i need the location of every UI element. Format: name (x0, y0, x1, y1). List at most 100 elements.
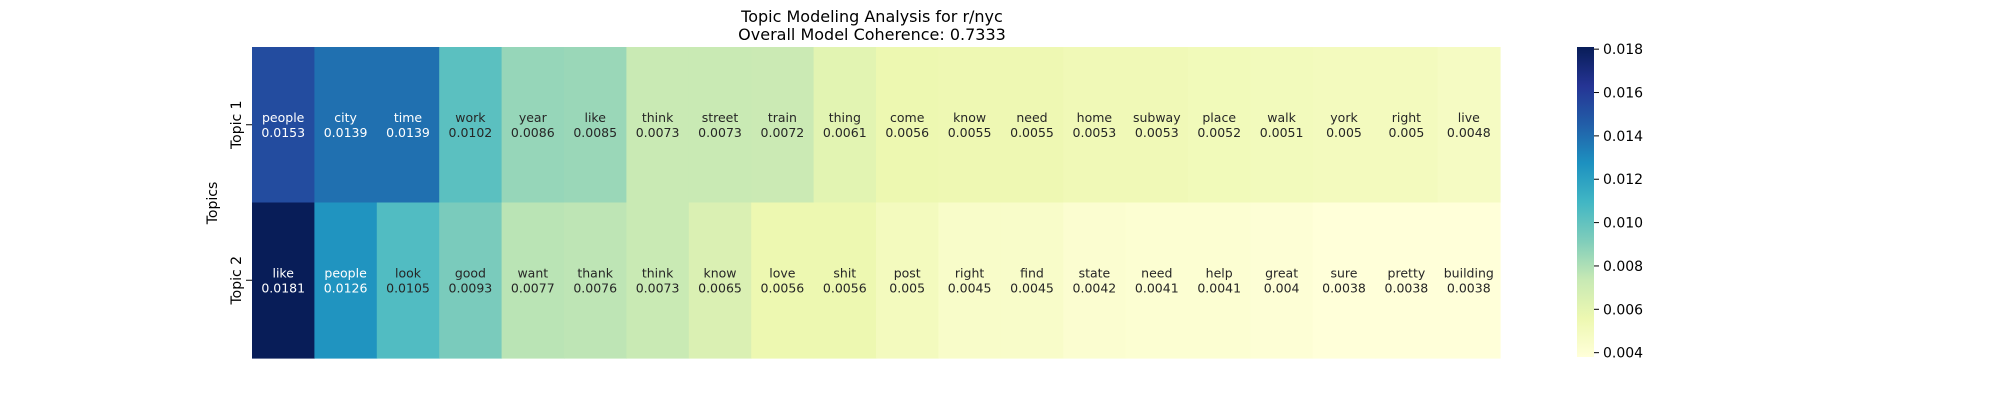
cell-value-label: 0.0077 (511, 280, 555, 295)
cell-word-label: need (1016, 110, 1047, 125)
cell-value-label: 0.0053 (1135, 125, 1179, 140)
y-axis-label: Topics (205, 182, 221, 226)
row-tick-labels: Topic 1 Topic 2 (229, 100, 252, 306)
cell-value-label: 0.0085 (573, 125, 617, 140)
cell-word-label: year (519, 110, 548, 125)
heatmap-cell (1063, 202, 1127, 359)
heatmap-cell (501, 202, 565, 359)
heatmap-cell (1437, 47, 1501, 204)
cell-value-label: 0.0139 (386, 125, 430, 140)
cell-value-label: 0.0181 (261, 280, 305, 295)
heatmap-cell (376, 47, 440, 204)
cell-word-label: find (1020, 265, 1044, 280)
heatmap-cell (252, 202, 315, 359)
cell-word-label: like (584, 110, 606, 125)
heatmap-cell (1250, 47, 1314, 204)
colorbar-tick-label: 0.008 (1603, 259, 1643, 275)
cell-word-label: place (1202, 110, 1236, 125)
cell-value-label: 0.0086 (511, 125, 555, 140)
heatmap-cell (314, 202, 378, 359)
colorbar-tick-label: 0.012 (1603, 172, 1643, 188)
heatmap-cell (688, 47, 752, 204)
cell-value-label: 0.0053 (1073, 125, 1117, 140)
colorbar-tick-label: 0.014 (1603, 129, 1643, 145)
cell-word-label: think (642, 110, 674, 125)
cell-value-label: 0.0052 (1197, 125, 1241, 140)
cell-word-label: live (1458, 110, 1480, 125)
cell-value-label: 0.0056 (761, 280, 805, 295)
colorbar-tick-label: 0.010 (1603, 216, 1643, 232)
cell-value-label: 0.0051 (1260, 125, 1304, 140)
heatmap-cell (938, 202, 1002, 359)
cell-word-label: home (1077, 110, 1113, 125)
cell-value-label: 0.0105 (386, 280, 430, 295)
cell-word-label: subway (1133, 110, 1181, 125)
heatmap-cell (876, 202, 939, 359)
cell-word-label: walk (1267, 110, 1296, 125)
heatmap-cell (501, 47, 565, 204)
cell-value-label: 0.004 (1264, 280, 1300, 295)
heatmap-cell (751, 47, 815, 204)
heatmap-cell (252, 47, 315, 204)
cell-word-label: time (394, 110, 423, 125)
row-tick-label: Topic 2 (229, 256, 245, 306)
cell-value-label: 0.0056 (823, 280, 867, 295)
cell-word-label: great (1265, 265, 1298, 280)
heatmap-cell (751, 202, 815, 359)
cell-word-label: love (769, 265, 796, 280)
cell-value-label: 0.0073 (636, 125, 680, 140)
heatmap-cell (688, 202, 752, 359)
cell-value-label: 0.0153 (261, 125, 305, 140)
cell-value-label: 0.005 (1326, 125, 1362, 140)
row-tick-label: Topic 1 (229, 100, 245, 150)
cell-word-label: pretty (1388, 265, 1426, 280)
cell-value-label: 0.005 (889, 280, 925, 295)
cell-word-label: need (1141, 265, 1172, 280)
heatmap-cell (626, 202, 690, 359)
cell-value-label: 0.005 (1389, 125, 1425, 140)
heatmap-cell (1375, 202, 1439, 359)
cell-word-label: thing (829, 110, 861, 125)
cell-word-label: building (1444, 265, 1494, 280)
heatmap-cell (1437, 202, 1501, 359)
heatmap-cell (314, 47, 378, 204)
cell-word-label: post (894, 265, 921, 280)
heatmap-cell (1000, 202, 1064, 359)
heatmap-cell (1125, 47, 1189, 204)
heatmap-cell (1375, 47, 1439, 204)
cell-value-label: 0.0038 (1447, 280, 1491, 295)
cell-value-label: 0.0041 (1197, 280, 1241, 295)
cell-word-label: york (1330, 110, 1358, 125)
cell-word-label: state (1079, 265, 1111, 280)
cell-word-label: people (324, 265, 367, 280)
cell-value-label: 0.0093 (449, 280, 493, 295)
colorbar-tick-label: 0.016 (1603, 86, 1643, 102)
cell-word-label: look (395, 265, 422, 280)
cell-value-label: 0.0055 (948, 125, 992, 140)
cell-word-label: right (1392, 110, 1421, 125)
heatmap-cell (564, 202, 627, 359)
cell-word-label: think (642, 265, 674, 280)
cell-word-label: thank (577, 265, 613, 280)
heatmap-cell (813, 202, 877, 359)
heatmap-cell (1000, 47, 1064, 204)
colorbar-tick-label: 0.004 (1603, 346, 1643, 362)
cell-word-label: come (890, 110, 925, 125)
chart-subtitle: Overall Model Coherence: 0.7333 (738, 25, 1006, 44)
cell-word-label: right (955, 265, 984, 280)
cell-value-label: 0.0073 (636, 280, 680, 295)
cell-word-label: train (768, 110, 797, 125)
cell-word-label: know (703, 265, 736, 280)
colorbar-tick-label: 0.006 (1603, 302, 1643, 318)
colorbar-tick-label: 0.018 (1603, 42, 1643, 58)
cell-word-label: work (455, 110, 486, 125)
heatmap-cell (626, 47, 690, 204)
heatmap-cell (1312, 202, 1376, 359)
cell-value-label: 0.0055 (1010, 125, 1054, 140)
heatmap-cell (564, 47, 627, 204)
heatmap-cell (1125, 202, 1189, 359)
cell-word-label: want (517, 265, 548, 280)
heatmap-cell (1188, 202, 1251, 359)
cell-word-label: like (272, 265, 294, 280)
